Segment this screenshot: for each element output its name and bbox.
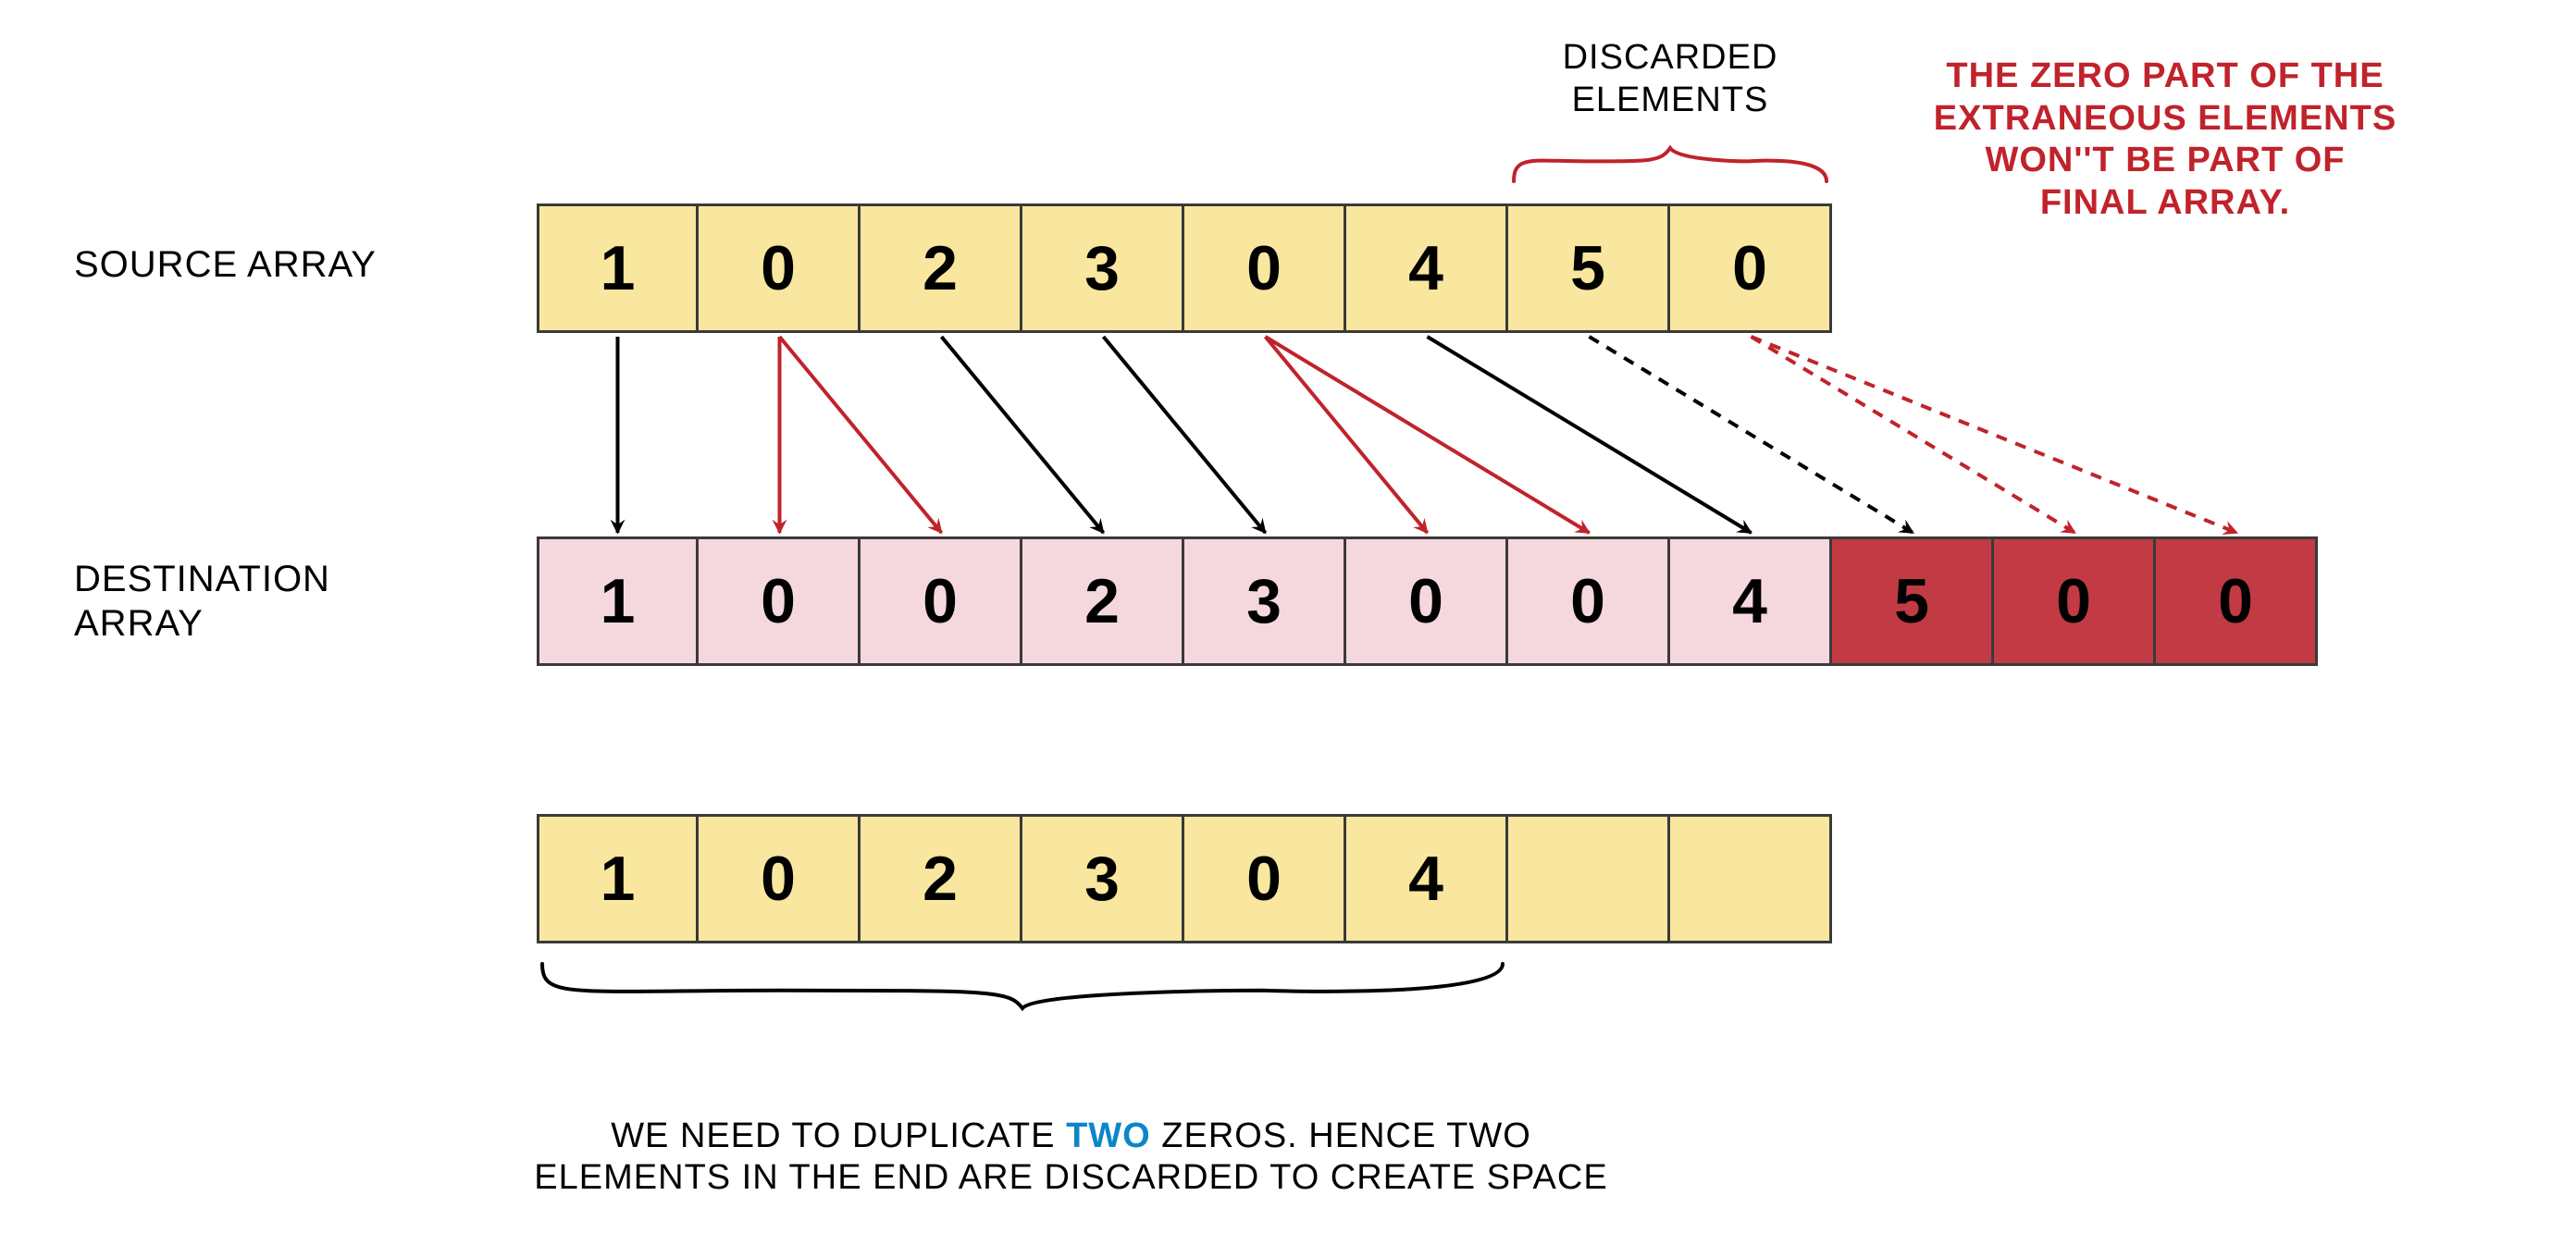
result-array: 102304 [537, 814, 1832, 943]
array-cell: 0 [1670, 203, 1832, 333]
array-cell: 0 [861, 536, 1022, 666]
bottom-note-highlight: TWO [1066, 1116, 1151, 1155]
array-cell: 2 [861, 203, 1022, 333]
array-cell: 4 [1346, 203, 1508, 333]
array-cell: 0 [699, 814, 861, 943]
array-cell: 0 [699, 203, 861, 333]
destination-array-label: DESTINATION ARRAY [74, 557, 330, 646]
array-cell: 0 [2156, 536, 2318, 666]
mapping-arrow [1104, 337, 1266, 533]
array-cell: 0 [1184, 814, 1346, 943]
mapping-arrow [1752, 337, 2075, 533]
discarded-elements-label: DISCARDED ELEMENTS [1508, 37, 1832, 121]
zero-part-note: THE ZERO PART OF THE EXTRANEOUS ELEMENTS… [1860, 55, 2471, 224]
array-cell: 1 [537, 203, 699, 333]
array-cell: 0 [1994, 536, 2156, 666]
array-cell: 5 [1508, 203, 1670, 333]
array-cell: 0 [1184, 203, 1346, 333]
array-cell [1670, 814, 1832, 943]
bottom-note-pre: WE NEED TO DUPLICATE [611, 1116, 1066, 1155]
mapping-arrow [780, 337, 942, 533]
array-cell: 0 [1346, 536, 1508, 666]
source-array: 10230450 [537, 203, 1832, 333]
mapping-arrow [1266, 337, 1590, 533]
mapping-arrow [1752, 337, 2237, 533]
mapping-arrow [1590, 337, 1913, 533]
array-cell: 3 [1022, 814, 1184, 943]
array-cell [1508, 814, 1670, 943]
destination-array: 10023004500 [537, 536, 2318, 666]
diagram-container: SOURCE ARRAY DESTINATION ARRAY DISCARDED… [37, 37, 2539, 1208]
bottom-brace [542, 964, 1503, 1008]
array-cell: 2 [1022, 536, 1184, 666]
array-cell: 1 [537, 536, 699, 666]
mapping-arrow [1428, 337, 1752, 533]
array-cell: 0 [1508, 536, 1670, 666]
bottom-note: WE NEED TO DUPLICATE TWO ZEROS. HENCE TW… [435, 1073, 1707, 1200]
array-cell: 2 [861, 814, 1022, 943]
mapping-arrow [1266, 337, 1428, 533]
array-cell: 3 [1184, 536, 1346, 666]
mapping-arrow [942, 337, 1104, 533]
array-cell: 4 [1346, 814, 1508, 943]
array-cell: 5 [1832, 536, 1994, 666]
discarded-brace [1514, 148, 1827, 181]
array-cell: 3 [1022, 203, 1184, 333]
array-cell: 1 [537, 814, 699, 943]
array-cell: 4 [1670, 536, 1832, 666]
array-cell: 0 [699, 536, 861, 666]
source-array-label: SOURCE ARRAY [74, 242, 377, 287]
